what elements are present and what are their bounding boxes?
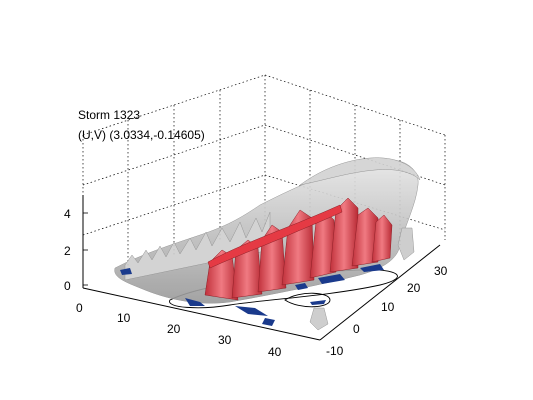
y-tick-label: 30	[434, 264, 448, 278]
x-tick-label: 10	[117, 311, 131, 325]
x-axis: 0 10 20 30 40	[76, 301, 282, 359]
base-patches	[120, 264, 384, 326]
z-axis: 4 2 0	[64, 207, 88, 293]
y-tick-label: 20	[407, 281, 421, 295]
x-tick-label: 30	[218, 333, 232, 347]
floor-frame	[82, 195, 441, 341]
y-tick-label: -10	[326, 344, 344, 358]
y-tick-label: 10	[381, 300, 395, 314]
figure-title: Storm 1323	[78, 108, 141, 122]
z-tick-label: 4	[64, 207, 71, 221]
y-axis: -10 0 10 20 30	[326, 264, 448, 358]
x-tick-label: 40	[268, 345, 282, 359]
y-tick-label: 0	[353, 322, 360, 336]
z-tick-label: 0	[64, 279, 71, 293]
core-isosurface	[204, 197, 393, 301]
z-tick-label: 2	[64, 244, 71, 258]
x-tick-label: 20	[167, 322, 181, 336]
x-tick-label: 0	[76, 301, 83, 315]
figure-subtitle: (U,V) (3.0334,-0.14605)	[78, 128, 205, 142]
